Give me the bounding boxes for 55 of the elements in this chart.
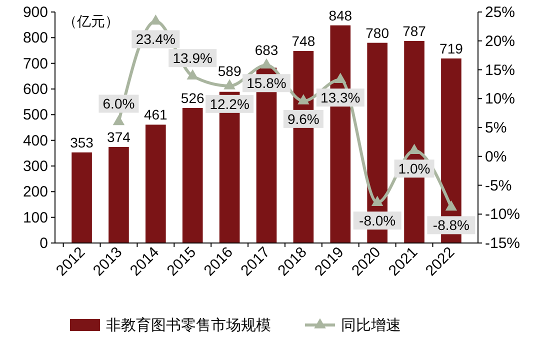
point <box>224 79 236 90</box>
y2-tick-label: 5% <box>485 120 507 136</box>
point <box>445 200 458 211</box>
bar <box>72 152 92 243</box>
point <box>112 114 125 126</box>
bar <box>108 147 129 243</box>
point <box>186 69 198 80</box>
data-label: 12.2% <box>210 96 250 112</box>
y-tick-label: 200 <box>22 184 48 201</box>
point <box>260 58 272 69</box>
data-label: 787 <box>402 23 426 40</box>
annotation: （亿元） <box>63 13 119 29</box>
point <box>334 72 346 83</box>
y-tick-label: 100 <box>22 209 48 226</box>
data-label: 848 <box>328 7 352 24</box>
data-label: 9.6% <box>287 110 320 127</box>
y2-tick-label: 20% <box>485 32 516 50</box>
data-label: 748 <box>292 33 316 50</box>
data-label: 13.9% <box>172 50 212 66</box>
data-label: 13.3% <box>320 90 360 106</box>
data-label: -8.0% <box>359 212 396 229</box>
data-label: 23.4% <box>136 31 176 48</box>
data-label: 461 <box>144 106 168 123</box>
bar <box>182 108 203 243</box>
y2-tick-label: 15% <box>485 62 516 79</box>
data-label: 6.0% <box>102 96 135 112</box>
data-label: 353 <box>70 134 94 150</box>
y-tick-label: 300 <box>22 158 48 175</box>
legend-label: 非教育图书零售市场规模 <box>106 317 271 334</box>
y-tick-label: 500 <box>22 106 48 124</box>
data-label: 526 <box>180 90 205 106</box>
data-label: 374 <box>107 129 131 146</box>
y-tick-label: 800 <box>22 30 48 47</box>
data-label: 15.8% <box>246 75 286 92</box>
data-label: 719 <box>440 40 464 56</box>
data-label: -8.8% <box>432 217 470 234</box>
y2-tick-label: 0% <box>485 148 507 166</box>
data-label: 1.0% <box>398 160 430 177</box>
y2-tick-label: 10% <box>485 90 516 108</box>
data-label: 589 <box>218 62 242 79</box>
point <box>298 94 310 104</box>
legend-label: 同比增速 <box>341 317 401 334</box>
y2-tick-label: -15% <box>485 235 520 252</box>
y-tick-label: 400 <box>22 132 48 150</box>
y2-tick-label: -5% <box>485 177 512 194</box>
point <box>371 196 384 206</box>
data-label: 683 <box>254 42 278 58</box>
y-tick-label: 900 <box>22 4 48 21</box>
bar <box>146 124 166 243</box>
data-label: 780 <box>366 24 390 41</box>
y-tick-label: 0 <box>40 235 48 252</box>
y-tick-label: 700 <box>22 55 48 72</box>
y-tick-label: 600 <box>22 81 48 98</box>
y2-tick-label: -10% <box>485 206 520 224</box>
y2-tick-label: 25% <box>485 4 516 21</box>
